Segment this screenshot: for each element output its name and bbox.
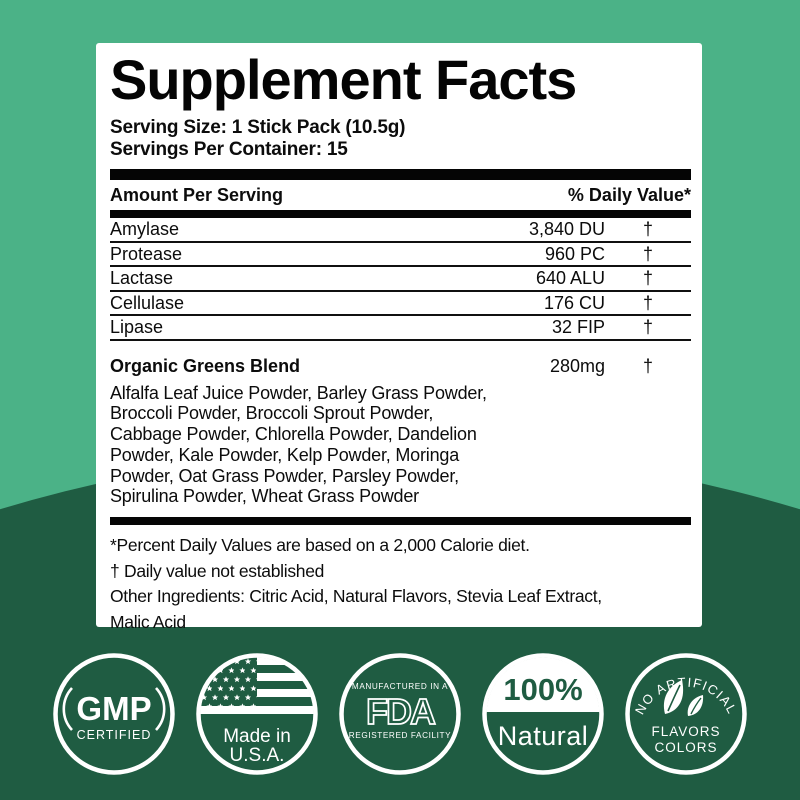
certified-text: CERTIFIED	[77, 728, 152, 742]
table-header: Amount Per Serving % Daily Value*	[110, 180, 691, 210]
daily-value-dagger: †	[642, 355, 653, 376]
usa-text: U.S.A.	[230, 745, 285, 766]
made-in-usa-badge-icon: Made in U.S.A.	[196, 653, 318, 775]
no-artificial-badge-icon: NO ARTIFICIAL FLAVORS COLORS	[625, 653, 747, 775]
amount-per-serving-header: Amount Per Serving	[110, 185, 284, 205]
fda-registered-badge-icon: MANUFACTURED IN A FDA REGISTERED FACILIT…	[339, 653, 461, 775]
daily-value-dagger: †	[642, 292, 653, 313]
natural-badge-icon: 100% Natural	[482, 653, 604, 775]
gmp-certified-badge-icon: GMP CERTIFIED	[53, 653, 175, 775]
registered-facility-text: REGISTERED FACILITY	[349, 731, 451, 740]
blend-amount: 280mg	[549, 355, 605, 376]
badge-ring	[339, 653, 461, 775]
ingredient-list-line: Powder, Oat Grass Powder, Parsley Powder…	[110, 465, 459, 486]
serving-size: Serving Size: 1 Stick Pack (10.5g)	[110, 117, 406, 138]
badge-ring	[482, 653, 604, 775]
made-in-text: Made in	[223, 726, 291, 747]
badge-ring	[196, 653, 318, 775]
divider-medium-bottom	[110, 517, 691, 526]
table-row: Lipase 32 FIP †	[110, 316, 691, 341]
divider-thick-top	[110, 169, 691, 180]
badge-ring	[53, 653, 175, 775]
blend-name: Organic Greens Blend	[110, 355, 301, 376]
ingredient-list-line: Broccoli Powder, Broccoli Sprout Powder,	[110, 403, 434, 424]
table-row: Protease 960 PC †	[110, 243, 691, 267]
footnote-line: † Daily value not established	[110, 560, 325, 581]
ingredient-list-line: Alfalfa Leaf Juice Powder, Barley Grass …	[110, 382, 487, 403]
ingredient-list-line: Spirulina Powder, Wheat Grass Powder	[110, 486, 419, 507]
ingredient-list-line: Powder, Kale Powder, Kelp Powder, Moring…	[110, 444, 460, 465]
blend-row: Organic Greens Blend 280mg †	[110, 356, 691, 376]
servings-per-container: Servings Per Container: 15	[110, 138, 348, 160]
manufactured-in-text: MANUFACTURED IN A	[352, 682, 448, 691]
colors-text: COLORS	[654, 740, 717, 755]
leaves-icon	[663, 680, 704, 716]
ingredient-name: Cellulase	[110, 292, 185, 313]
natural-text: Natural	[498, 721, 589, 751]
badge-ring	[625, 653, 747, 775]
certification-badges: GMP CERTIFIED Made in U.S.A. MANUFACTURE…	[0, 652, 800, 776]
ingredient-amount: 32 FIP	[551, 317, 605, 337]
hundred-percent-text: 100%	[503, 672, 582, 707]
table-row: Cellulase 176 CU †	[110, 292, 691, 316]
panel-title: Supplement Facts	[110, 48, 577, 111]
footnote-line: Other Ingredients: Citric Acid, Natural …	[110, 586, 602, 607]
daily-value-dagger: †	[642, 243, 653, 264]
daily-value-header: % Daily Value*	[567, 185, 691, 205]
serving-info: Serving Size: 1 Stick Pack (10.5g) Servi…	[110, 117, 691, 160]
left-arc	[62, 687, 73, 731]
daily-value-dagger: †	[642, 268, 653, 288]
ingredient-list-line: Cabbage Powder, Chlorella Powder, Dandel…	[110, 424, 477, 445]
ingredient-amount: 640 ALU	[535, 268, 605, 288]
ingredient-amount: 176 CU	[543, 292, 605, 313]
ingredient-amount: 960 PC	[544, 243, 605, 264]
ingredient-name: Protease	[110, 243, 183, 264]
ingredient-amount: 3,840 DU	[528, 219, 605, 239]
ingredient-name: Lactase	[110, 268, 174, 288]
no-artificial-arc-text: NO ARTIFICIAL	[632, 674, 740, 716]
us-flag-icon	[200, 657, 314, 714]
table-row: Amylase 3,840 DU †	[110, 218, 691, 243]
gmp-text: GMP	[76, 690, 151, 727]
right-arc	[155, 687, 166, 731]
table-row: Lactase 640 ALU †	[110, 267, 691, 292]
daily-value-dagger: †	[642, 219, 653, 239]
fda-logo-text: FDA	[366, 691, 436, 732]
footnotes: *Percent Daily Values are based on a 2,0…	[110, 533, 691, 635]
supplement-facts-panel: Supplement Facts Serving Size: 1 Stick P…	[96, 43, 702, 632]
footnote-line: Malic Acid	[110, 611, 186, 632]
footnote-line: *Percent Daily Values are based on a 2,0…	[110, 535, 530, 556]
daily-value-dagger: †	[642, 317, 653, 337]
divider-medium	[110, 210, 691, 218]
flavors-text: FLAVORS	[651, 724, 720, 739]
blend-ingredient-list: Alfalfa Leaf Juice Powder, Barley Grass …	[110, 383, 691, 508]
ingredient-name: Amylase	[110, 219, 180, 239]
ingredient-name: Lipase	[110, 317, 164, 337]
flag-bottom-stripe	[200, 706, 314, 714]
